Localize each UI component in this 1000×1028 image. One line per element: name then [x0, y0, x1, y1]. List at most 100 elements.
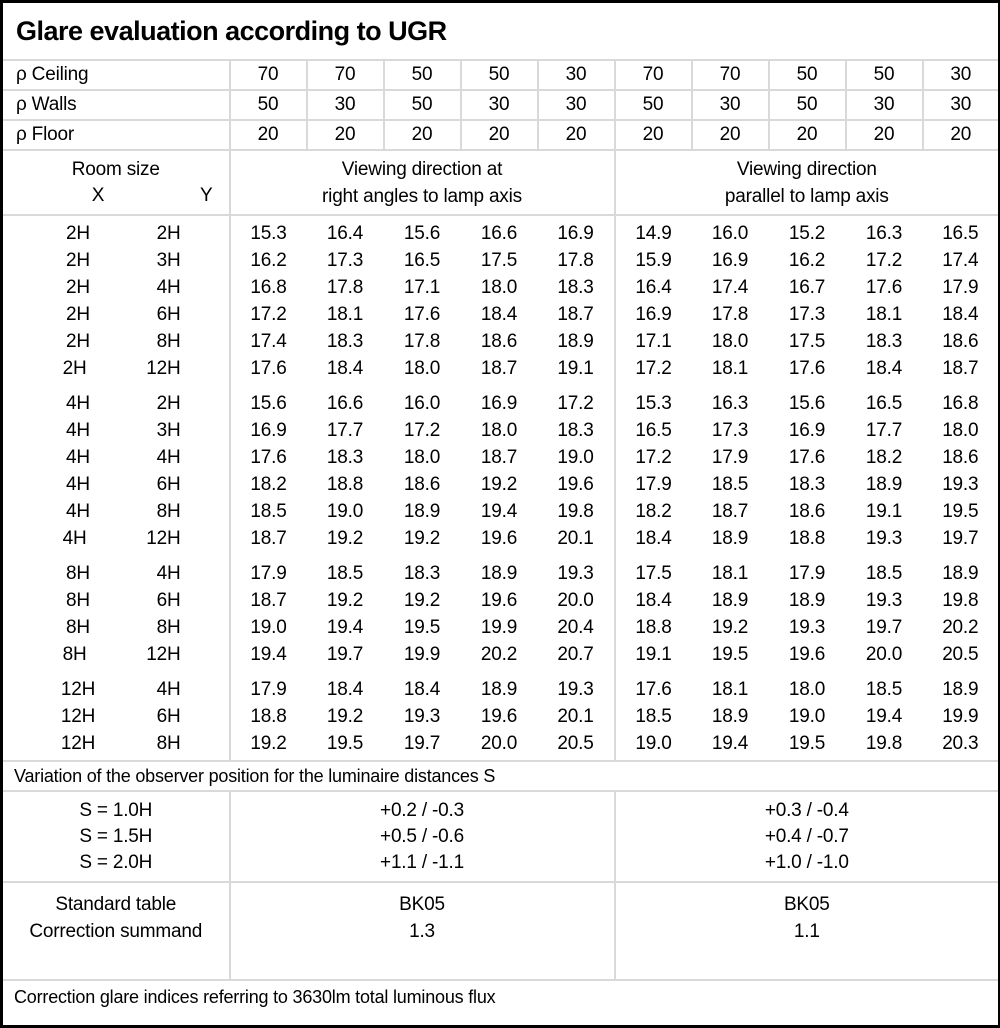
ugr-value: 18.0	[480, 419, 518, 441]
ugr-value: 19.4	[480, 500, 518, 522]
reflectance-value: 30	[459, 89, 539, 121]
ugr-row: 8H 8H 19.0 19.4 19.5 19.9 20.4 18.8 19.2 19.3 19…	[1, 614, 1000, 641]
spacing-label: S = 2.0H	[79, 852, 153, 873]
reflectance-value: 30	[690, 89, 770, 121]
room-size-cell: 4H 4H	[1, 444, 231, 471]
ugr-value: 18.3	[557, 276, 594, 298]
ugr-value: 19.8	[865, 732, 903, 754]
room-y-value: 3H	[156, 419, 181, 441]
ugr-value: 17.2	[613, 444, 692, 471]
room-size-cell: 8H 12H	[1, 641, 231, 668]
ugr-value: 16.6	[480, 222, 518, 244]
ugr-value: 16.5	[403, 249, 441, 271]
standard-table-value: BK05	[399, 894, 445, 915]
footer-note: Correction glare indices referring to 36…	[14, 987, 496, 1007]
ugr-value: 18.7	[711, 500, 749, 522]
ugr-value: 16.5	[613, 417, 692, 444]
ugr-row: 2H 12H 17.6 18.4 18.0 18.7 19.1 17.2 18.1 17.6 1…	[1, 355, 1000, 382]
standard-perpendicular-cell: BK05 1.3	[229, 882, 616, 981]
viewing-direction-perpendicular-header: Viewing direction at right angles to lam…	[229, 150, 616, 216]
reflectance-value: 50	[613, 89, 693, 121]
ugr-value: 18.3	[865, 330, 903, 352]
room-size-cell: 12H 6H	[1, 703, 231, 730]
ugr-value: 19.2	[326, 589, 364, 611]
room-x-value: 4H	[66, 419, 90, 441]
ugr-value: 18.7	[480, 446, 518, 468]
ugr-value: 18.9	[711, 705, 749, 727]
reflectance-value: 50	[382, 89, 462, 121]
reflectance-value: 20	[536, 119, 616, 151]
room-x-value: 12H	[60, 705, 96, 727]
ugr-value: 18.9	[480, 678, 518, 700]
ugr-value: 17.9	[942, 276, 979, 298]
ugr-value: 16.2	[250, 249, 287, 271]
room-x-value: 2H	[62, 357, 87, 379]
ugr-value: 18.6	[942, 446, 979, 468]
room-x-value: 4H	[66, 446, 90, 468]
ugr-row: 2H 3H 16.2 17.3 16.5 17.5 17.8 15.9 16.9 16.2 17…	[1, 247, 1000, 274]
reflectance-value: 20	[459, 119, 539, 151]
ugr-row: 2H 6H 17.2 18.1 17.6 18.4 18.7 16.9 17.8 17.3 18…	[1, 301, 1000, 328]
ugr-value: 17.2	[250, 303, 287, 325]
ugr-value: 18.0	[403, 357, 441, 379]
ugr-value: 18.9	[865, 473, 903, 495]
spacing-perpendicular-cell: +0.2 / -0.3 +0.5 / -0.6 +1.1 / -1.1	[229, 791, 616, 883]
room-y-value: 3H	[156, 249, 181, 271]
ugr-value: 18.4	[403, 678, 441, 700]
correction-summand-label: Correction summand	[29, 921, 203, 942]
spacer-row	[1, 215, 1000, 220]
ugr-value: 18.2	[250, 473, 287, 495]
room-y-value: 2H	[156, 392, 181, 414]
ugr-value: 17.1	[403, 276, 441, 298]
spacing-correction: +1.1 / -1.1	[380, 852, 464, 873]
reflectance-value: 70	[690, 59, 770, 91]
ugr-value: 17.3	[788, 303, 826, 325]
spacer-row	[1, 757, 1000, 761]
room-x-value: 2H	[66, 303, 90, 325]
room-size-cell: 2H 8H	[1, 328, 231, 355]
ugr-value: 18.9	[711, 589, 749, 611]
room-y-value: 8H	[156, 330, 181, 352]
ugr-value: 19.5	[326, 732, 364, 754]
spacing-correction: +0.2 / -0.3	[380, 800, 464, 821]
ugr-value: 17.6	[613, 676, 692, 703]
ugr-value: 16.2	[788, 249, 826, 271]
ugr-value: 19.2	[403, 589, 441, 611]
ugr-row: 4H 12H 18.7 19.2 19.2 19.6 20.1 18.4 18.9 18.8 1…	[1, 525, 1000, 552]
ugr-value: 19.5	[788, 732, 826, 754]
ugr-value: 19.5	[711, 643, 749, 665]
reflectance-value: 30	[536, 59, 616, 91]
ugr-value: 18.8	[250, 705, 287, 727]
room-y-value: 8H	[156, 616, 181, 638]
ugr-value: 17.6	[788, 357, 826, 379]
ugr-value: 16.9	[557, 222, 594, 244]
ugr-value: 19.8	[557, 500, 594, 522]
room-y-value: 8H	[156, 500, 181, 522]
room-y-value: 6H	[156, 589, 181, 611]
ugr-value: 19.1	[613, 641, 692, 668]
ugr-value: 18.3	[326, 330, 364, 352]
ugr-value: 16.0	[403, 392, 441, 414]
room-x-value: 2H	[66, 276, 90, 298]
ugr-value: 20.0	[865, 643, 903, 665]
ugr-value: 16.5	[865, 392, 903, 414]
ugr-value: 18.6	[942, 330, 979, 352]
ugr-value: 18.9	[403, 500, 441, 522]
room-size-label: Room size	[71, 158, 160, 180]
ugr-value: 17.9	[250, 678, 287, 700]
reflectance-value: 30	[921, 59, 1000, 91]
room-x-value: 4H	[66, 500, 90, 522]
ugr-value: 19.3	[557, 678, 594, 700]
ugr-value: 18.0	[480, 276, 518, 298]
reflectance-value: 50	[844, 59, 924, 91]
reflectance-value: 20	[844, 119, 924, 151]
ugr-value: 18.0	[788, 678, 826, 700]
reflectance-value: 50	[767, 59, 847, 91]
ugr-value: 17.5	[480, 249, 518, 271]
spacing-label: S = 1.5H	[79, 826, 153, 847]
ugr-value: 18.9	[788, 589, 826, 611]
reflectance-value: 30	[921, 89, 1000, 121]
room-x-value: 2H	[66, 222, 90, 244]
ugr-value: 18.7	[250, 589, 287, 611]
